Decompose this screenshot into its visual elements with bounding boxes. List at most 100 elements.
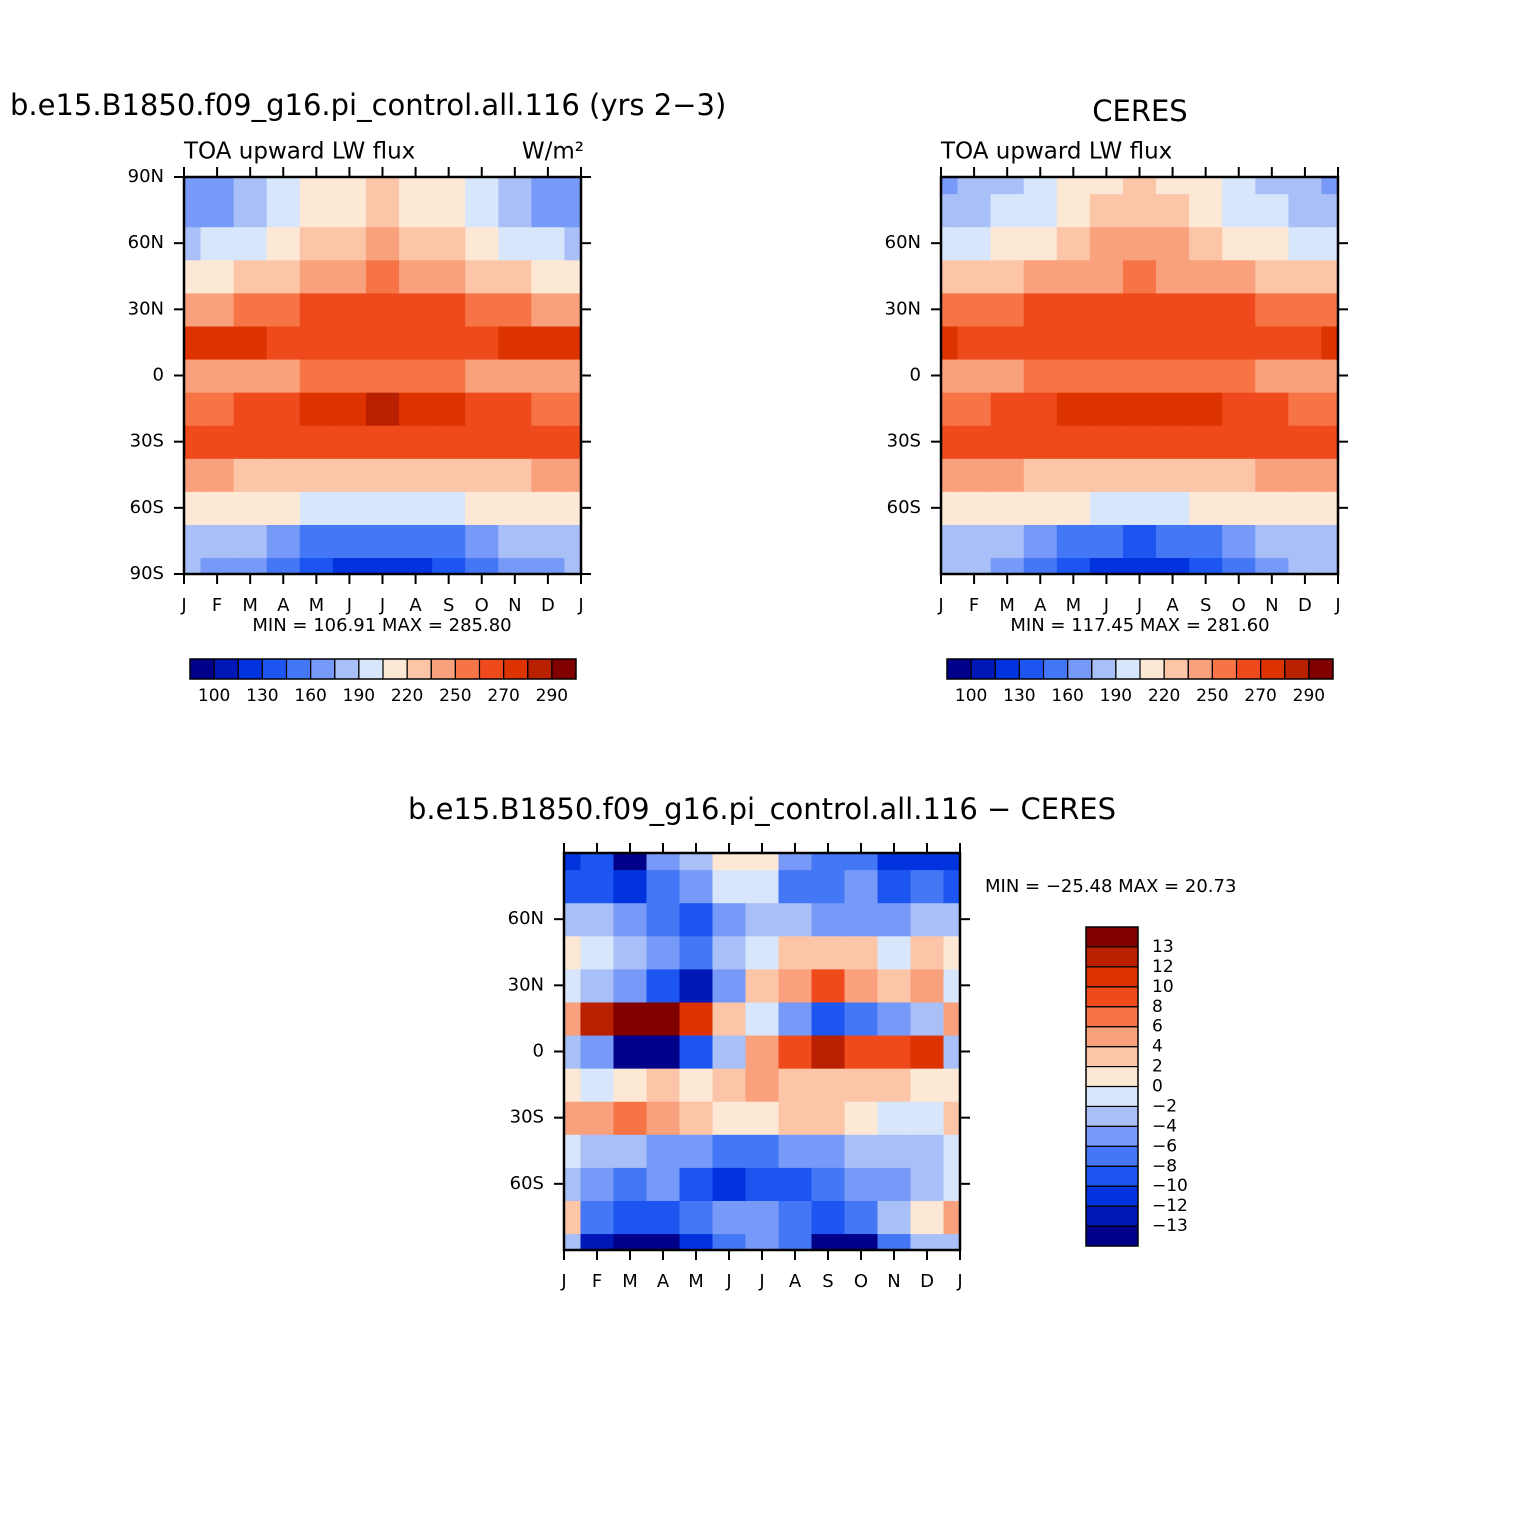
- contour-cell: [498, 193, 532, 228]
- contour-cell: [1122, 557, 1157, 575]
- contour-cell: [1321, 193, 1339, 228]
- contour-cell: [399, 226, 433, 261]
- contour-cell: [498, 524, 532, 559]
- contour-cell: [498, 292, 532, 327]
- contour-cell: [531, 557, 566, 575]
- colorbar-box: [454, 658, 480, 680]
- contour-cell: [1156, 557, 1190, 575]
- colorbar-box: [1085, 946, 1139, 968]
- contour-cell: [943, 968, 961, 1003]
- contour-cell: [646, 1134, 681, 1168]
- contour-cell: [564, 193, 582, 228]
- min-max-stats: MIN = 117.45 MAX = 281.60: [1010, 615, 1269, 636]
- contour-cell: [941, 458, 959, 492]
- colorbar-box: [1067, 658, 1093, 680]
- contour-cell: [943, 902, 961, 937]
- contour-cell: [679, 1034, 714, 1069]
- colorbar-box: [382, 658, 408, 680]
- contour-cell: [990, 325, 1025, 360]
- colorbar-box: [1018, 658, 1044, 680]
- contour-cell: [712, 968, 747, 1003]
- x-tick-label: M: [309, 595, 325, 616]
- contour-cell: [299, 524, 334, 559]
- contour-cell: [531, 358, 566, 393]
- contour-cell: [332, 524, 367, 559]
- contour-cell: [498, 325, 532, 360]
- contour-cell: [299, 491, 334, 525]
- contour-cell: [778, 1068, 813, 1102]
- contour-cell: [365, 358, 400, 393]
- contour-cell: [679, 869, 714, 904]
- contour-cell: [564, 968, 582, 1003]
- contour-cell: [943, 1101, 961, 1135]
- contour-cell: [1189, 557, 1223, 575]
- contour-cell: [1255, 358, 1289, 393]
- contour-cell: [646, 902, 681, 937]
- contour-cell: [498, 458, 532, 492]
- colorbar-box: [1085, 1205, 1139, 1227]
- contour-cell: [941, 358, 959, 393]
- colorbar-box: [1163, 658, 1189, 680]
- x-tick-label: O: [854, 1271, 868, 1292]
- contour-cell: [266, 177, 301, 195]
- contour-cell: [299, 392, 334, 426]
- contour-cell: [1089, 193, 1124, 228]
- contour-cell: [990, 177, 1025, 195]
- contour-cell: [1056, 259, 1091, 294]
- contour-cell: [564, 1034, 582, 1069]
- contour-cell: [957, 425, 992, 459]
- contour-cell: [1321, 491, 1339, 525]
- contour-cell: [233, 524, 268, 559]
- contour-cell: [465, 259, 499, 294]
- x-tick-label: N: [508, 595, 521, 616]
- contour-cell: [811, 1001, 846, 1036]
- contour-cell: [184, 458, 202, 492]
- contour-cell: [432, 292, 466, 327]
- contour-cell: [432, 226, 466, 261]
- contour-cell: [613, 1233, 648, 1251]
- y-tick-label: 0: [153, 365, 164, 386]
- contour-cell: [564, 458, 582, 492]
- contour-cell: [957, 177, 992, 195]
- contour-cell: [1255, 292, 1289, 327]
- colorbar-label: 0: [1152, 1077, 1163, 1097]
- contour-cell: [957, 491, 992, 525]
- contour-cell: [1122, 392, 1157, 426]
- contour-cell: [1288, 358, 1323, 393]
- contour-cell: [1156, 524, 1190, 559]
- contour-cell: [1156, 292, 1190, 327]
- colorbar-box: [406, 658, 432, 680]
- contour-cell: [1321, 458, 1339, 492]
- contour-cell: [200, 425, 235, 459]
- contour-cell: [184, 491, 202, 525]
- contour-cell: [941, 193, 959, 228]
- contour-cell: [811, 1167, 846, 1201]
- contour-cell: [266, 524, 301, 559]
- contour-cell: [399, 193, 433, 228]
- colorbar-label: 290: [1293, 686, 1325, 706]
- contour-cell: [1189, 226, 1223, 261]
- colorbar-box: [1091, 658, 1117, 680]
- contour-cell: [299, 177, 334, 195]
- contour-cell: [910, 935, 945, 970]
- contour-cell: [1156, 177, 1190, 195]
- colorbar-label: 13: [1152, 937, 1174, 957]
- contour-cell: [1089, 392, 1124, 426]
- contour-cell: [266, 392, 301, 426]
- contour-cell: [465, 292, 499, 327]
- contour-cell: [266, 557, 301, 575]
- contour-cell: [811, 1200, 846, 1235]
- contour-cell: [941, 259, 959, 294]
- contour-cell: [1288, 392, 1323, 426]
- contour-cell: [712, 935, 747, 970]
- contour-cell: [910, 869, 945, 904]
- colorbar-frame: [189, 658, 577, 680]
- contour-cell: [613, 1034, 648, 1069]
- contour-cell: [266, 325, 301, 360]
- x-tick-label: F: [212, 595, 222, 616]
- contour-cell: [200, 226, 235, 261]
- contour-cell: [399, 425, 433, 459]
- contour-cell: [1222, 524, 1256, 559]
- contour-cell: [990, 392, 1025, 426]
- contour-cell: [990, 557, 1025, 575]
